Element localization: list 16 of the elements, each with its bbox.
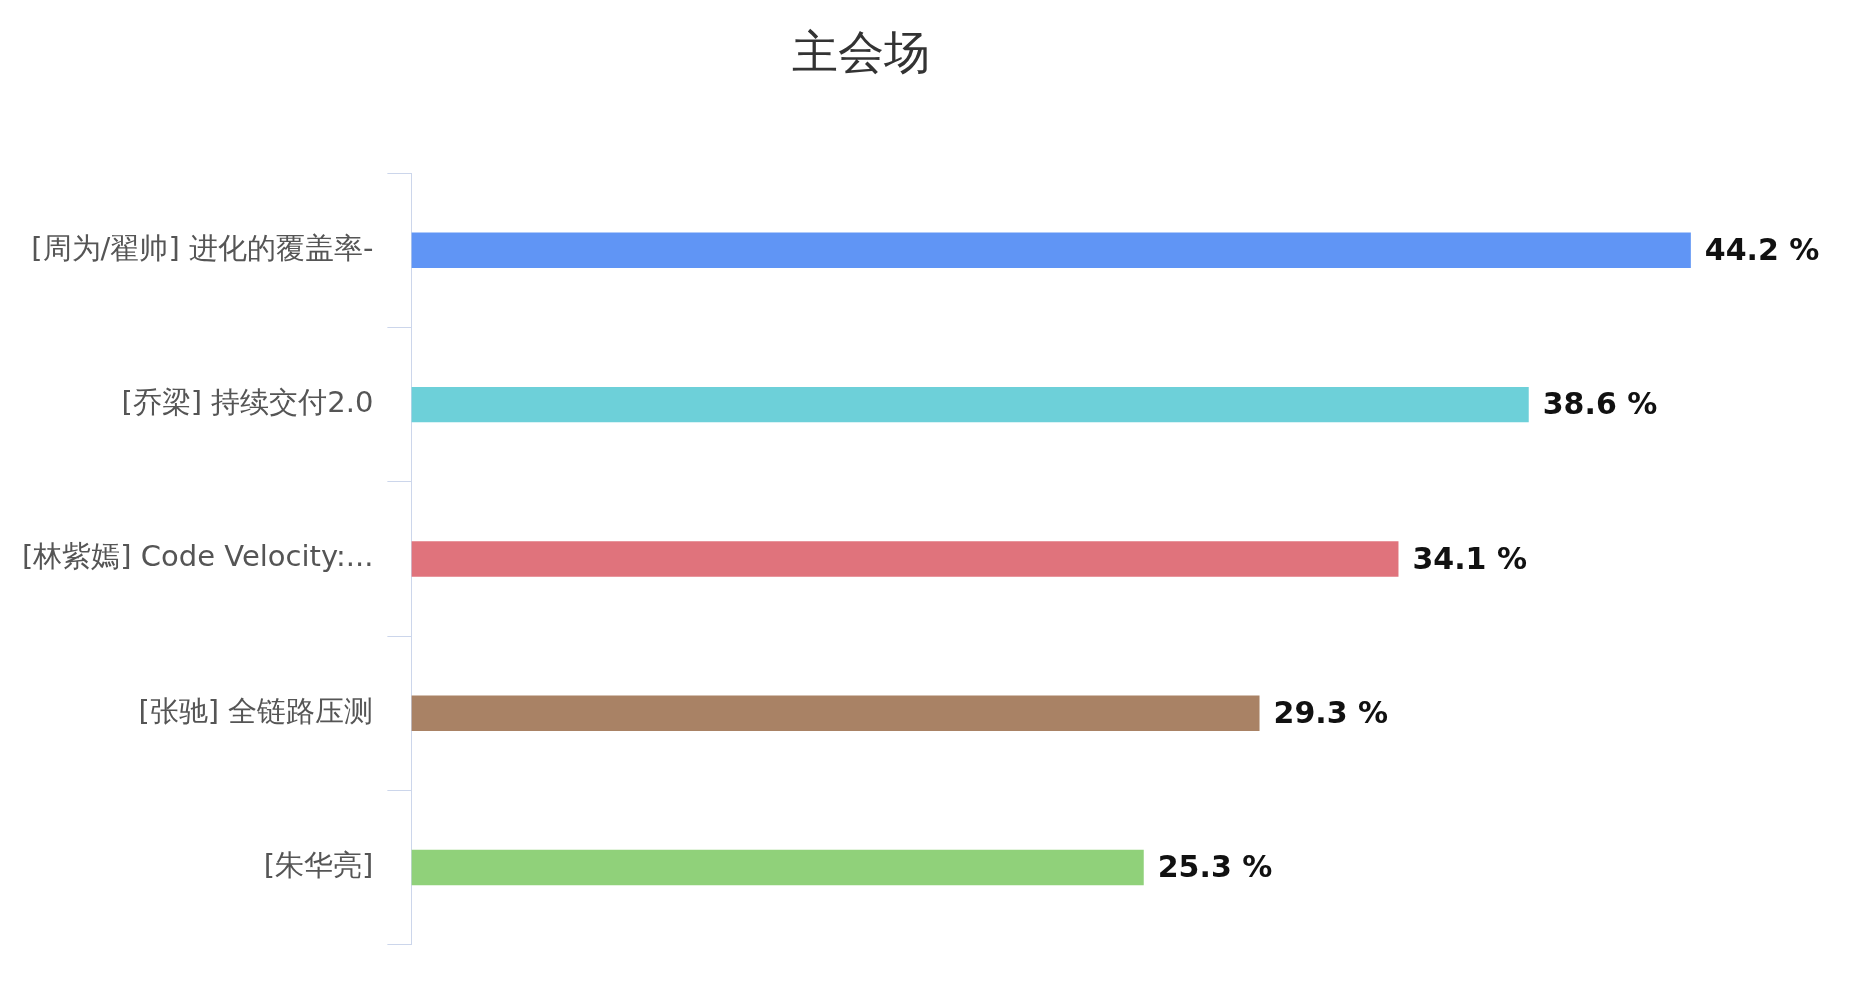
data-label: 29.3 % [1273,694,1389,730]
bar [411,849,1144,886]
data-label: 38.6 % [1542,386,1658,422]
data-label: 25.3 % [1157,849,1273,885]
y-tick-label: [朱华亮] [263,847,374,882]
bar [411,695,1260,731]
bar [411,232,1691,269]
y-tick-label: [张驰] 全链路压测 [138,693,374,728]
y-tick-label: [周为/翟帅] 进化的覆盖率- [31,230,374,265]
data-label: 34.1 % [1412,540,1528,576]
y-tick-label: [乔梁] 持续交付2.0 [121,385,374,420]
bar [411,541,1399,577]
data-label: 44.2 % [1704,232,1820,268]
bar [411,386,1529,423]
chart-title: 主会场 [792,24,930,79]
y-tick-label: [林紫嫣] Code Velocity:... [21,539,374,574]
